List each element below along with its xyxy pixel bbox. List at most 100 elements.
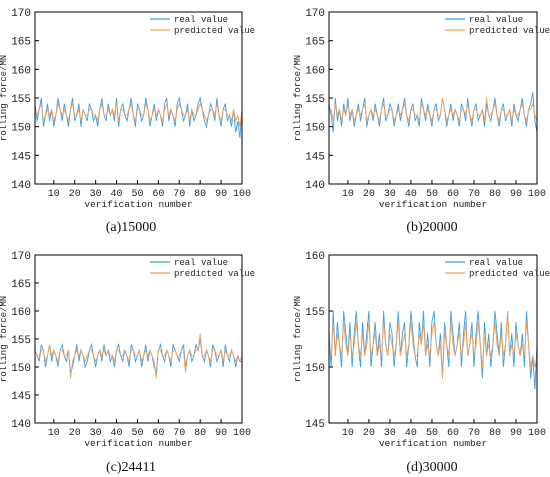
legend-label: predicted value <box>174 26 255 36</box>
x-tick-label: 80 <box>194 189 206 200</box>
y-tick-label: 150 <box>305 123 325 135</box>
x-tick-label: 90 <box>215 428 227 439</box>
x-tick-label: 60 <box>447 189 459 200</box>
chart-panel-0: 140 145 150 155 160 165 170 10 20 30 40 50 60 70 80 90 1… <box>0 8 255 235</box>
x-tick-label: 10 <box>342 428 354 439</box>
x-tick-label: 20 <box>363 189 375 200</box>
y-tick-label: 160 <box>305 251 325 263</box>
series-line-real <box>328 92 538 133</box>
x-tick-label: 50 <box>131 189 143 200</box>
y-tick-label: 160 <box>305 65 325 77</box>
x-tick-label: 70 <box>173 189 185 200</box>
panel-caption: (d)30000 <box>406 460 457 475</box>
x-axis-label: verification number <box>379 438 487 449</box>
x-tick-label: 90 <box>510 428 522 439</box>
y-tick-label: 155 <box>11 94 31 106</box>
plot-frame <box>34 11 243 185</box>
y-tick-label: 145 <box>11 391 31 403</box>
x-tick-label: 100 <box>233 189 251 200</box>
series-line-predicted <box>34 333 243 379</box>
legend-label: predicted value <box>469 26 550 36</box>
y-tick-label: 145 <box>11 151 31 163</box>
series-line-predicted <box>34 101 243 127</box>
y-axis-label: rolling force/MN <box>293 55 303 141</box>
x-tick-label: 60 <box>447 428 459 439</box>
y-tick-label: 145 <box>305 419 325 431</box>
y-tick-label: 140 <box>11 180 31 192</box>
x-tick-label: 10 <box>48 189 60 200</box>
y-tick-label: 155 <box>305 307 325 319</box>
x-tick-label: 30 <box>384 189 396 200</box>
panel-caption: (c)24411 <box>106 460 156 475</box>
x-tick-label: 30 <box>90 428 102 439</box>
x-axis-label: verification number <box>84 199 192 210</box>
chart-panel-3: 145 150 155 160 10 20 30 40 50 60 70 80 90 100 verific… <box>293 251 550 475</box>
x-tick-label: 40 <box>111 428 123 439</box>
x-tick-label: 60 <box>152 428 164 439</box>
x-tick-label: 40 <box>111 189 123 200</box>
series-line-predicted <box>328 310 538 379</box>
x-tick-label: 90 <box>215 189 227 200</box>
x-axis-label: verification number <box>379 199 487 210</box>
x-tick-label: 80 <box>194 428 206 439</box>
y-tick-label: 160 <box>11 65 31 77</box>
y-tick-label: 155 <box>305 94 325 106</box>
plot-frame <box>328 254 538 424</box>
x-tick-label: 80 <box>489 428 501 439</box>
y-tick-label: 170 <box>11 251 31 263</box>
chart-panel-2: 140 145 150 155 160 165 170 10 20 30 40 50 60 70 80 90 1… <box>0 251 255 475</box>
x-tick-label: 70 <box>468 189 480 200</box>
y-tick-label: 165 <box>11 279 31 291</box>
x-axis-label: verification number <box>84 438 192 449</box>
x-tick-label: 70 <box>468 428 480 439</box>
y-tick-label: 145 <box>305 151 325 163</box>
x-tick-label: 40 <box>405 428 417 439</box>
x-tick-label: 100 <box>233 428 251 439</box>
x-tick-label: 20 <box>69 428 81 439</box>
y-tick-label: 150 <box>305 363 325 375</box>
y-axis-label: rolling force/MN <box>293 296 303 382</box>
x-tick-label: 30 <box>90 189 102 200</box>
legend-label: real value <box>174 15 228 25</box>
panel-caption: (b)20000 <box>406 220 457 235</box>
x-tick-label: 10 <box>342 189 354 200</box>
y-tick-label: 165 <box>11 37 31 49</box>
x-tick-label: 30 <box>384 428 396 439</box>
x-tick-label: 100 <box>528 189 546 200</box>
y-tick-label: 160 <box>11 307 31 319</box>
x-tick-label: 50 <box>426 428 438 439</box>
chart-panel-1: 140 145 150 155 160 165 170 10 20 30 40 50 60 70 80 90 1… <box>293 8 550 235</box>
plot-frame <box>34 254 243 424</box>
x-tick-label: 40 <box>405 189 417 200</box>
x-tick-label: 50 <box>426 189 438 200</box>
y-axis-label: rolling force/MN <box>0 296 9 382</box>
x-tick-label: 20 <box>363 428 375 439</box>
x-tick-label: 80 <box>489 189 501 200</box>
series-line-predicted <box>329 97 538 123</box>
x-tick-label: 90 <box>510 189 522 200</box>
series-line-real <box>328 310 538 390</box>
y-tick-label: 140 <box>11 419 31 431</box>
x-tick-label: 100 <box>528 428 546 439</box>
y-tick-label: 150 <box>11 123 31 135</box>
y-tick-label: 155 <box>11 335 31 347</box>
x-tick-label: 20 <box>69 189 81 200</box>
x-tick-label: 70 <box>173 428 185 439</box>
x-tick-label: 60 <box>152 189 164 200</box>
legend-label: real value <box>469 15 523 25</box>
y-tick-label: 140 <box>305 180 325 192</box>
legend-label: predicted value <box>469 269 550 279</box>
y-tick-label: 150 <box>11 363 31 375</box>
legend-label: real value <box>174 258 228 268</box>
panel-caption: (a)15000 <box>106 220 157 235</box>
series-line-real <box>34 96 243 139</box>
y-axis-label: rolling force/MN <box>0 55 9 141</box>
x-tick-label: 10 <box>48 428 60 439</box>
plot-frame <box>328 11 538 185</box>
x-tick-label: 50 <box>131 428 143 439</box>
